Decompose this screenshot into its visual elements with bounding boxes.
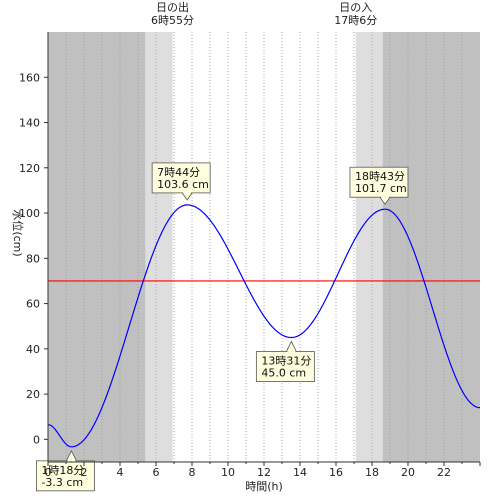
x-tick-label: 22 <box>437 466 451 479</box>
tide-curve-group <box>48 204 481 448</box>
x-tick-label: 20 <box>401 466 415 479</box>
x-tick-label: 4 <box>117 466 124 479</box>
sunrise-time: 6時55分 <box>151 14 194 27</box>
callout-value: 103.6 cm <box>157 178 209 191</box>
callout-value: -3.3 cm <box>41 476 83 489</box>
tide-curve <box>48 204 481 448</box>
y-tick-label: 120 <box>19 162 40 175</box>
x-tick-label: 0 <box>45 466 52 479</box>
x-tick-label: 10 <box>221 466 235 479</box>
axis-labels: 日の出 6時55分 日の入 17時6分 時間(h) 水位(cm) <box>11 0 377 493</box>
callout-time: 13時31分 <box>261 355 311 368</box>
callout-box <box>36 460 95 492</box>
sunset-time: 17時6分 <box>334 14 377 27</box>
x-axis-title: 時間(h) <box>245 480 283 493</box>
y-tick-label: 80 <box>26 252 40 265</box>
y-axis-title: 水位(cm) <box>11 209 25 256</box>
daylight-band <box>172 32 356 462</box>
x-tick-label: 8 <box>189 466 196 479</box>
x-tick-label: 14 <box>293 466 307 479</box>
x-tick-label: 6 <box>153 466 160 479</box>
daylight-bands <box>48 32 480 462</box>
y-tick-label: 0 <box>33 433 40 446</box>
callout-box <box>151 162 211 194</box>
x-tick-label: 18 <box>365 466 379 479</box>
y-tick-label: 140 <box>19 117 40 130</box>
x-tick-label: 12 <box>257 466 271 479</box>
callout-time: 1時18分 <box>41 464 84 477</box>
callout-value: 101.7 cm <box>355 182 407 195</box>
callout-time: 7時44分 <box>157 166 200 179</box>
callout-value: 45.0 cm <box>261 367 306 380</box>
x-tick-label: 2 <box>81 466 88 479</box>
y-tick-label: 40 <box>26 343 40 356</box>
callout-box <box>349 166 409 198</box>
axes: 0 20 40 60 80 100 120 140 160 0 2 4 6 8 10 12 14 16 18 20 22 <box>19 32 481 479</box>
x-tick-label: 16 <box>329 466 343 479</box>
y-tick-label: 100 <box>19 207 40 220</box>
sunset-label: 日の入 <box>339 1 372 14</box>
y-tick-label: 20 <box>26 388 40 401</box>
y-tick-label: 60 <box>26 298 40 311</box>
extremum-callout: 1時18分-3.3 cm <box>36 449 95 492</box>
callout-time: 18時43分 <box>355 170 405 183</box>
sunrise-label: 日の出 <box>156 0 189 14</box>
callout-box <box>255 351 315 382</box>
y-tick-label: 160 <box>19 71 40 84</box>
